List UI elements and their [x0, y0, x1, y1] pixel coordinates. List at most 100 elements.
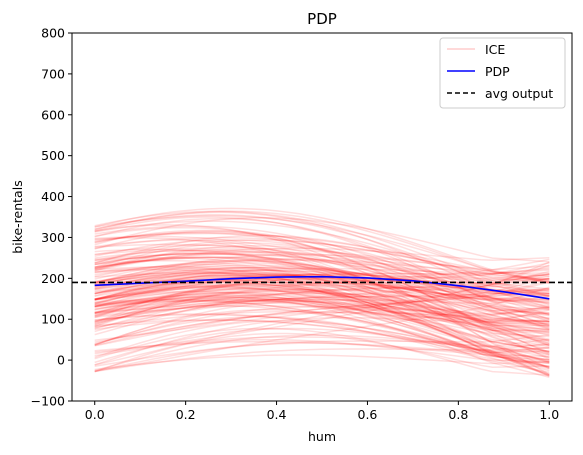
ice-line: [94, 287, 550, 314]
ice-line: [94, 260, 550, 317]
plot-area-frame: [71, 32, 573, 402]
x-tick-label: 0.4: [267, 407, 287, 422]
ice-line: [94, 266, 550, 297]
ice-line: [94, 283, 550, 353]
ice-line: [94, 249, 550, 377]
ice-line: [94, 274, 550, 314]
ice-line: [94, 278, 550, 302]
ice-line: [94, 235, 550, 327]
ice-line: [94, 224, 550, 376]
ice-line: [94, 273, 550, 315]
ice-lines: [94, 207, 550, 379]
ice-line: [94, 215, 550, 285]
ice-line: [94, 276, 550, 331]
y-tick-label: 100: [41, 312, 65, 327]
ice-line: [94, 274, 550, 320]
ice-line: [94, 260, 550, 316]
y-tick-label: 400: [41, 189, 65, 204]
x-tick-label: 0.6: [358, 407, 378, 422]
ice-line: [94, 334, 550, 368]
ice-line: [94, 316, 550, 365]
legend-avg-label: avg output: [485, 86, 553, 101]
ice-line: [94, 276, 550, 304]
ice-line: [94, 296, 550, 334]
ice-line: [94, 270, 550, 342]
ice-line: [94, 239, 550, 370]
ice-line: [94, 319, 550, 361]
ice-line: [94, 232, 550, 282]
ice-line: [94, 281, 550, 301]
ice-line: [94, 294, 550, 327]
ice-line: [94, 309, 550, 366]
ice-line: [94, 289, 550, 328]
x-tick-label: 0.8: [448, 407, 468, 422]
ice-line: [94, 210, 550, 297]
ice-line: [94, 287, 550, 353]
ice-line: [94, 327, 550, 376]
ice-line: [94, 267, 550, 328]
ice-line: [94, 294, 550, 353]
ice-line: [94, 226, 550, 355]
ice-line: [94, 313, 550, 361]
ice-line: [94, 278, 550, 331]
ice-line: [94, 288, 550, 323]
ice-line: [94, 256, 550, 341]
ice-line: [94, 319, 550, 365]
ice-line: [94, 274, 550, 301]
ice-line: [94, 291, 550, 368]
ice-line: [94, 220, 550, 298]
ice-line: [94, 273, 550, 305]
ice-line: [94, 281, 550, 343]
ice-line: [94, 275, 550, 318]
ice-line: [94, 258, 550, 276]
ice-line: [94, 217, 550, 316]
x-tick-label: 0.0: [85, 407, 105, 422]
legend-ice-label: ICE: [485, 42, 505, 57]
ice-line: [94, 296, 550, 350]
ice-line: [94, 273, 550, 295]
ice-line: [94, 296, 550, 354]
ice-line: [94, 306, 550, 347]
ice-line: [94, 237, 550, 360]
ice-line: [94, 332, 550, 373]
legend-pdp-label: PDP: [485, 64, 510, 79]
ice-line: [94, 250, 550, 290]
ice-line: [94, 299, 550, 332]
ice-line: [94, 305, 550, 323]
x-tick-label: 1.0: [539, 407, 559, 422]
ice-line: [94, 279, 550, 347]
ice-line: [94, 280, 550, 325]
ice-line: [94, 284, 550, 335]
chart-title: PDP: [307, 10, 337, 28]
pdp-series: [94, 275, 550, 300]
ice-line: [94, 232, 550, 330]
ice-line: [94, 253, 550, 284]
ice-line: [94, 298, 550, 326]
ice-line: [94, 258, 550, 310]
pdp-line: [94, 275, 550, 300]
ice-line: [94, 272, 550, 294]
ice-line: [94, 264, 550, 304]
ice-line: [94, 262, 550, 320]
ice-line: [94, 268, 550, 376]
ice-line: [94, 229, 550, 326]
ice-line: [94, 217, 550, 263]
ice-line: [94, 320, 550, 359]
ice-line: [94, 300, 550, 346]
ice-line: [94, 234, 550, 283]
ice-line: [94, 295, 550, 379]
ice-line: [94, 253, 550, 307]
ice-line: [94, 249, 550, 320]
ice-line: [94, 266, 550, 297]
x-tick-label: 0.2: [176, 407, 196, 422]
ice-line: [94, 279, 550, 301]
ice-line: [94, 259, 550, 284]
ice-line: [94, 288, 550, 323]
ice-line: [94, 225, 550, 321]
ice-line: [94, 256, 550, 297]
ice-line: [94, 354, 550, 371]
ice-line: [94, 334, 550, 372]
ice-line: [94, 292, 550, 331]
ice-line: [94, 266, 550, 377]
